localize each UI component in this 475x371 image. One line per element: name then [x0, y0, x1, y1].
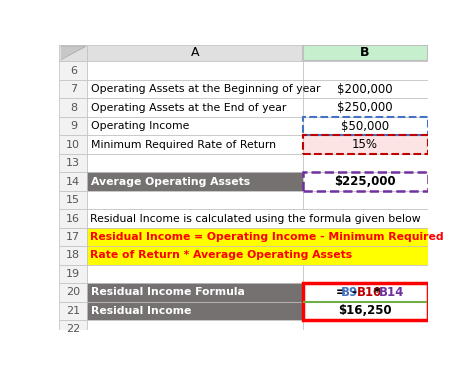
- Bar: [59, 265, 87, 283]
- Bar: [59, 191, 87, 209]
- Text: 20: 20: [66, 288, 80, 298]
- Text: 10: 10: [66, 139, 80, 150]
- Bar: [87, 228, 427, 246]
- Bar: [303, 173, 428, 191]
- Bar: [303, 45, 428, 62]
- Bar: [59, 320, 87, 339]
- Text: $50,000: $50,000: [341, 119, 389, 133]
- Bar: [59, 283, 87, 302]
- Bar: [303, 302, 428, 320]
- Bar: [59, 246, 87, 265]
- Text: 8: 8: [70, 103, 77, 113]
- Text: Rate of Return * Average Operating Assets: Rate of Return * Average Operating Asset…: [90, 250, 352, 260]
- Bar: [59, 80, 87, 98]
- Text: Residual Income: Residual Income: [91, 306, 191, 316]
- Text: Operating Assets at the Beginning of year: Operating Assets at the Beginning of yea…: [91, 84, 321, 94]
- Bar: [303, 283, 428, 302]
- Bar: [303, 117, 428, 135]
- Bar: [303, 80, 428, 98]
- Bar: [59, 135, 87, 154]
- Text: Operating Assets at the End of year: Operating Assets at the End of year: [91, 103, 286, 113]
- Text: -: -: [352, 286, 356, 299]
- Bar: [59, 117, 87, 135]
- Text: 19: 19: [66, 269, 80, 279]
- Text: 16: 16: [66, 214, 80, 224]
- Bar: [59, 62, 87, 80]
- Text: B9: B9: [341, 286, 358, 299]
- Text: *: *: [373, 286, 380, 299]
- Text: Residual Income = Operating Income - Minimum Required: Residual Income = Operating Income - Min…: [90, 232, 444, 242]
- Text: 7: 7: [70, 84, 77, 94]
- Bar: [303, 135, 428, 154]
- Bar: [87, 62, 303, 80]
- Text: 6: 6: [70, 66, 77, 76]
- Text: Residual Income Formula: Residual Income Formula: [91, 288, 245, 298]
- Bar: [59, 228, 87, 246]
- Bar: [303, 154, 428, 173]
- Text: B10: B10: [357, 286, 382, 299]
- Text: 21: 21: [66, 306, 80, 316]
- Text: =: =: [335, 286, 345, 299]
- Bar: [59, 154, 87, 173]
- Text: Minimum Required Rate of Return: Minimum Required Rate of Return: [91, 139, 276, 150]
- Bar: [87, 117, 303, 135]
- Text: 17: 17: [66, 232, 80, 242]
- Text: 9: 9: [70, 121, 77, 131]
- Text: $250,000: $250,000: [337, 101, 393, 114]
- Bar: [59, 45, 87, 62]
- Bar: [87, 191, 303, 209]
- Text: Residual Income is calculated using the formula given below: Residual Income is calculated using the …: [90, 214, 421, 224]
- Text: 18: 18: [66, 250, 80, 260]
- Bar: [87, 246, 427, 265]
- Text: Operating Income: Operating Income: [91, 121, 190, 131]
- Bar: [87, 154, 303, 173]
- Text: 15: 15: [66, 195, 80, 205]
- Bar: [87, 45, 303, 62]
- Bar: [303, 62, 428, 80]
- Bar: [87, 173, 303, 191]
- Bar: [87, 265, 303, 283]
- Text: 14: 14: [66, 177, 80, 187]
- Bar: [59, 209, 87, 228]
- Bar: [303, 265, 428, 283]
- Bar: [303, 98, 428, 117]
- Bar: [87, 320, 303, 339]
- Text: $16,250: $16,250: [338, 305, 392, 318]
- Bar: [59, 98, 87, 117]
- Bar: [59, 173, 87, 191]
- Bar: [303, 191, 428, 209]
- Text: 22: 22: [66, 324, 80, 334]
- Polygon shape: [62, 47, 85, 58]
- Bar: [87, 80, 303, 98]
- Bar: [59, 302, 87, 320]
- Text: 15%: 15%: [352, 138, 378, 151]
- Bar: [303, 117, 428, 135]
- Bar: [87, 135, 303, 154]
- Bar: [87, 209, 427, 228]
- Bar: [87, 302, 303, 320]
- Text: $225,000: $225,000: [334, 175, 396, 188]
- Bar: [303, 173, 428, 191]
- Text: A: A: [191, 46, 199, 59]
- Text: B14: B14: [379, 286, 404, 299]
- Text: 13: 13: [66, 158, 80, 168]
- Text: B: B: [361, 46, 370, 59]
- Text: $200,000: $200,000: [337, 83, 393, 96]
- Bar: [303, 283, 428, 320]
- Bar: [303, 320, 428, 339]
- Bar: [87, 283, 303, 302]
- Bar: [87, 98, 303, 117]
- Text: Average Operating Assets: Average Operating Assets: [91, 177, 250, 187]
- Bar: [303, 135, 428, 154]
